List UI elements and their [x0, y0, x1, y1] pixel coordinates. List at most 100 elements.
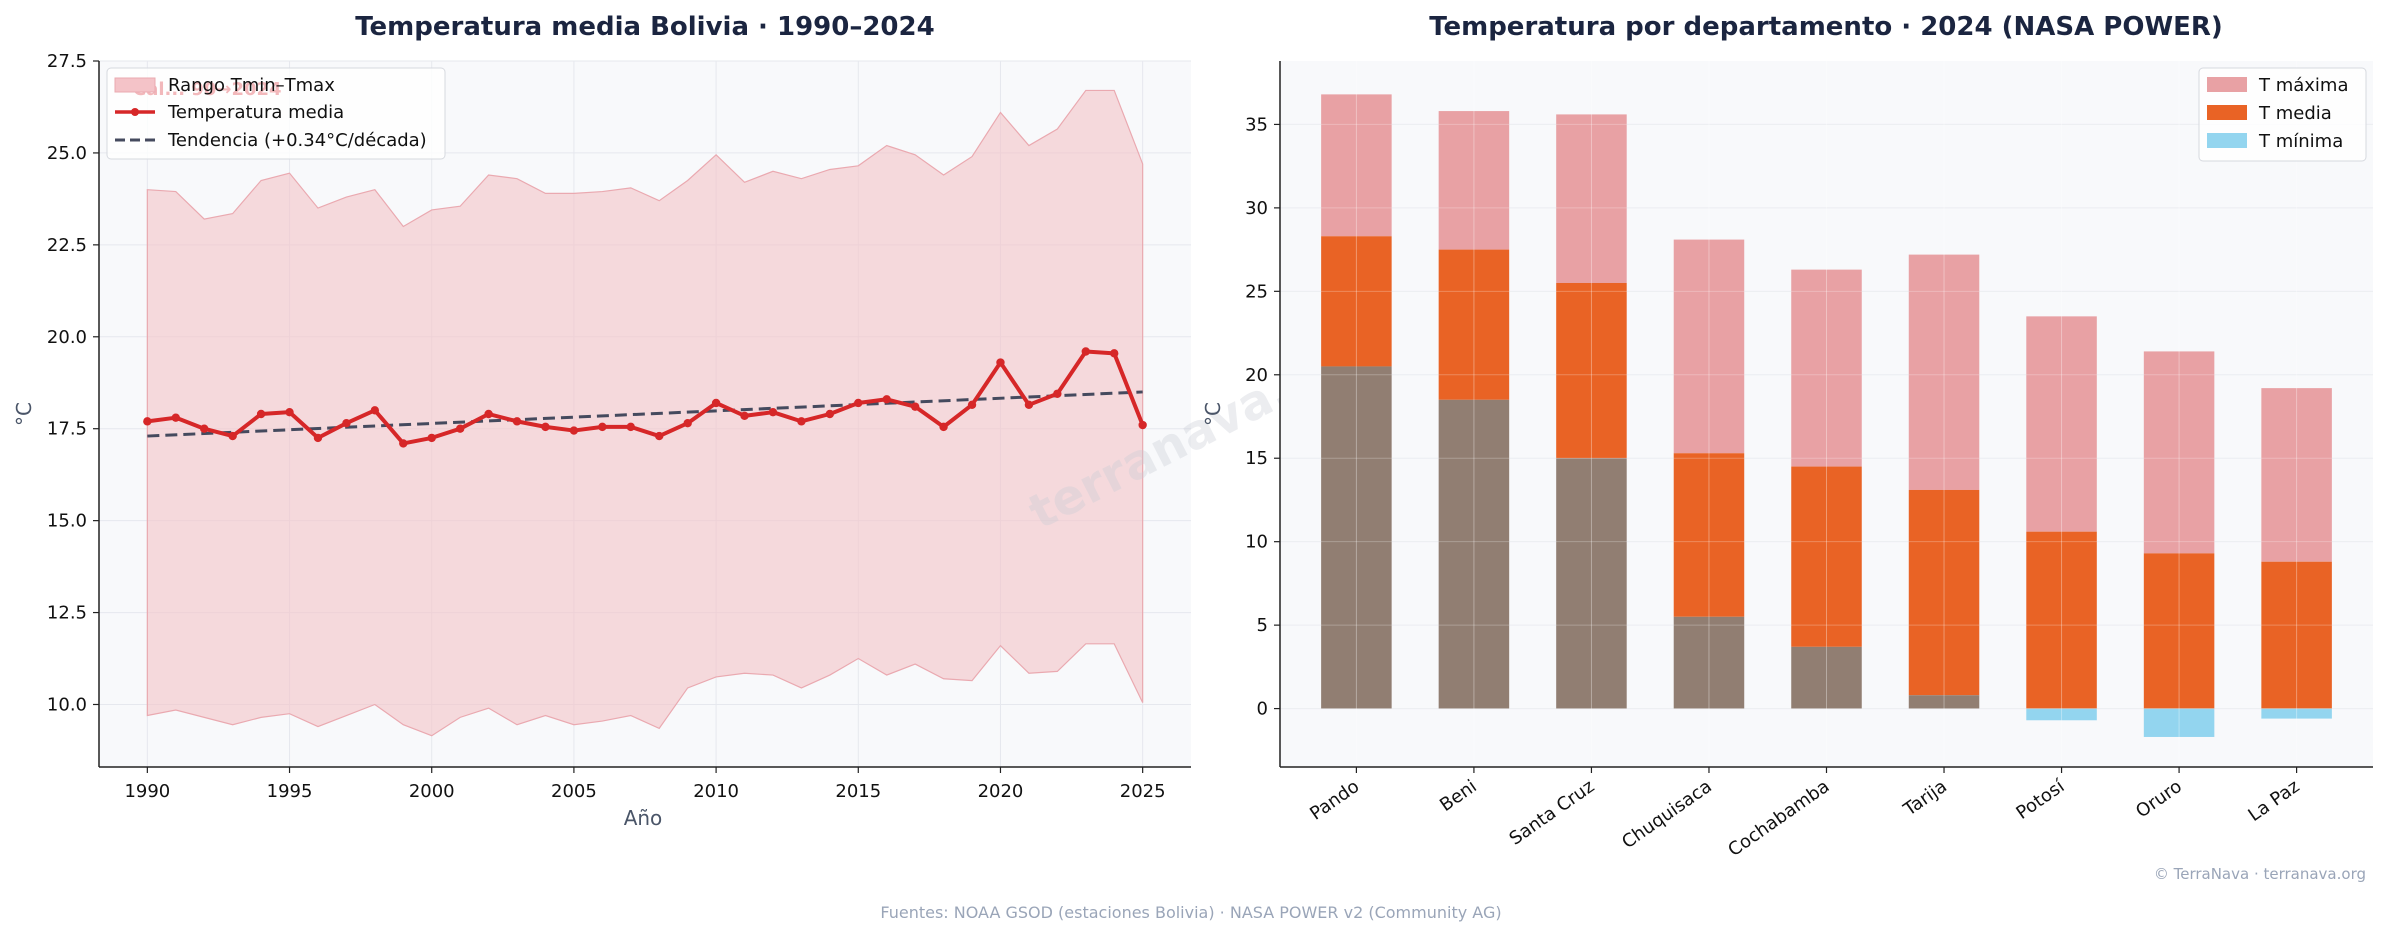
bar-tmean — [1908, 489, 1980, 696]
x-ticks: Pando Beni Santa Cruz Chuquisaca Cochabamba T… — [1306, 767, 2303, 861]
mean-point — [797, 417, 806, 426]
bars — [1321, 94, 2332, 737]
x-tick-label: 2025 — [1120, 781, 1166, 802]
axes — [98, 61, 1191, 768]
mean-point — [455, 424, 465, 433]
y-axis-label: °C — [12, 402, 36, 426]
mean-point — [1110, 349, 1119, 358]
legend: T máxima T media T mínima — [2198, 67, 2367, 162]
mean-point — [967, 400, 977, 410]
legend-swatch-band — [114, 77, 156, 93]
mean-line — [143, 347, 1147, 448]
mean-point — [854, 398, 863, 408]
bar-tmax — [1791, 269, 1862, 467]
y-tick-label: 17.5 — [47, 419, 87, 440]
mean-point — [228, 431, 237, 441]
y-tick-label: 5 — [1257, 615, 1268, 636]
y-tick-label: 15 — [1245, 448, 1268, 469]
y-tick-label: 20.0 — [47, 327, 87, 348]
x-tick-label: 1995 — [267, 781, 313, 802]
mean-point — [370, 406, 380, 415]
bar-tmin — [1556, 458, 1627, 709]
y-tick-label: 22.5 — [47, 235, 87, 256]
legend-swatch-min — [2207, 133, 2247, 148]
mean-point — [143, 417, 152, 426]
mean-point — [512, 417, 522, 426]
bar-tmin — [2143, 708, 2215, 737]
bar-tmax — [1556, 114, 1627, 283]
mean-point — [342, 418, 351, 428]
grid-overlay — [1280, 61, 2373, 767]
x-tick-label: 2015 — [835, 781, 881, 802]
legend-marker-mean — [131, 108, 139, 116]
x-tick-label: 2010 — [693, 781, 739, 802]
bar-tmin — [1321, 366, 1392, 709]
bar-tmax — [1321, 94, 1392, 237]
bar-tmean — [1673, 453, 1745, 617]
legend-label-trend: Tendencia (+0.34°C/década) — [167, 130, 427, 151]
bar-tmean — [2261, 561, 2332, 709]
x-tick-label: 2005 — [551, 781, 597, 802]
mean-point — [171, 413, 180, 422]
mean-point — [1024, 400, 1034, 410]
mean-point — [1081, 347, 1090, 356]
x-tick-label: 2000 — [409, 781, 455, 802]
mean-point — [910, 402, 920, 411]
x-tick-label: Cochabamba — [1724, 776, 1833, 861]
legend-box — [106, 67, 446, 160]
bar-tmin — [1438, 399, 1510, 709]
range-band-area — [146, 89, 1144, 737]
mean-point — [996, 358, 1005, 367]
legend-swatch-max — [2207, 77, 2247, 92]
x-tick-label: Oruro — [2132, 776, 2186, 822]
bar-tmean — [1791, 466, 1862, 647]
mean-point — [882, 395, 891, 404]
bar-tmax — [1438, 111, 1510, 250]
y-tick-label: 35 — [1245, 114, 1268, 135]
chart-title: Temperatura por departamento · 2024 (NAS… — [1429, 12, 2223, 42]
mean-point — [598, 422, 607, 432]
y-tick-label: 10 — [1245, 532, 1268, 553]
range-band — [146, 89, 1144, 737]
legend-label-mean: Temperatura media — [167, 102, 344, 123]
bar-tmean — [1321, 236, 1392, 367]
x-axis-label: Año — [624, 806, 663, 830]
sources-footer: Fuentes: NOAA GSOD (estaciones Bolivia) … — [880, 903, 1501, 922]
bar-tmax — [2026, 316, 2097, 532]
mean-point — [200, 424, 209, 433]
x-tick-label: Santa Cruz — [1506, 776, 1599, 850]
x-ticks: 1990 1995 2000 2005 2010 2015 2020 2025 — [124, 767, 1166, 802]
mean-point — [541, 422, 550, 432]
x-tick-label: Pando — [1306, 776, 1363, 825]
mean-point — [626, 422, 635, 432]
y-tick-label: 30 — [1245, 198, 1268, 219]
y-tick-label: 15.0 — [47, 511, 87, 532]
bar-tmin — [1791, 646, 1862, 709]
line-chart: Temperatura media Bolivia · 1990–2024 19… — [12, 12, 1191, 830]
y-tick-label: 20 — [1245, 365, 1268, 386]
y-tick-label: 10.0 — [47, 694, 87, 715]
bar-tmax — [2143, 351, 2215, 554]
legend-label-band: Rango Tmin–Tmax — [168, 75, 335, 96]
bar-chart: Temperatura por departamento · 2024 (NAS… — [1201, 12, 2373, 861]
legend-swatch-mean — [2207, 105, 2247, 120]
x-tick-label: 1990 — [124, 781, 170, 802]
y-axis-label: °C — [1201, 402, 1225, 426]
bar-tmax — [1908, 254, 1980, 490]
mean-point — [569, 426, 579, 435]
y-tick-label: 27.5 — [47, 51, 87, 72]
mean-point — [285, 407, 294, 417]
bar-tmin — [2026, 708, 2097, 721]
mean-point — [256, 409, 266, 419]
mean-point — [1053, 389, 1062, 398]
copyright: © TerraNava · terranava.org — [2154, 865, 2366, 883]
mean-point — [399, 439, 408, 448]
mean-series-line — [147, 349, 1145, 446]
y-tick-label: 0 — [1257, 699, 1268, 720]
bar-tmean — [2143, 553, 2215, 709]
bar-tmean — [2026, 531, 2097, 709]
mean-point — [427, 433, 436, 443]
mean-point — [740, 411, 749, 421]
chart-title: Temperatura media Bolivia · 1990–2024 — [355, 12, 934, 42]
